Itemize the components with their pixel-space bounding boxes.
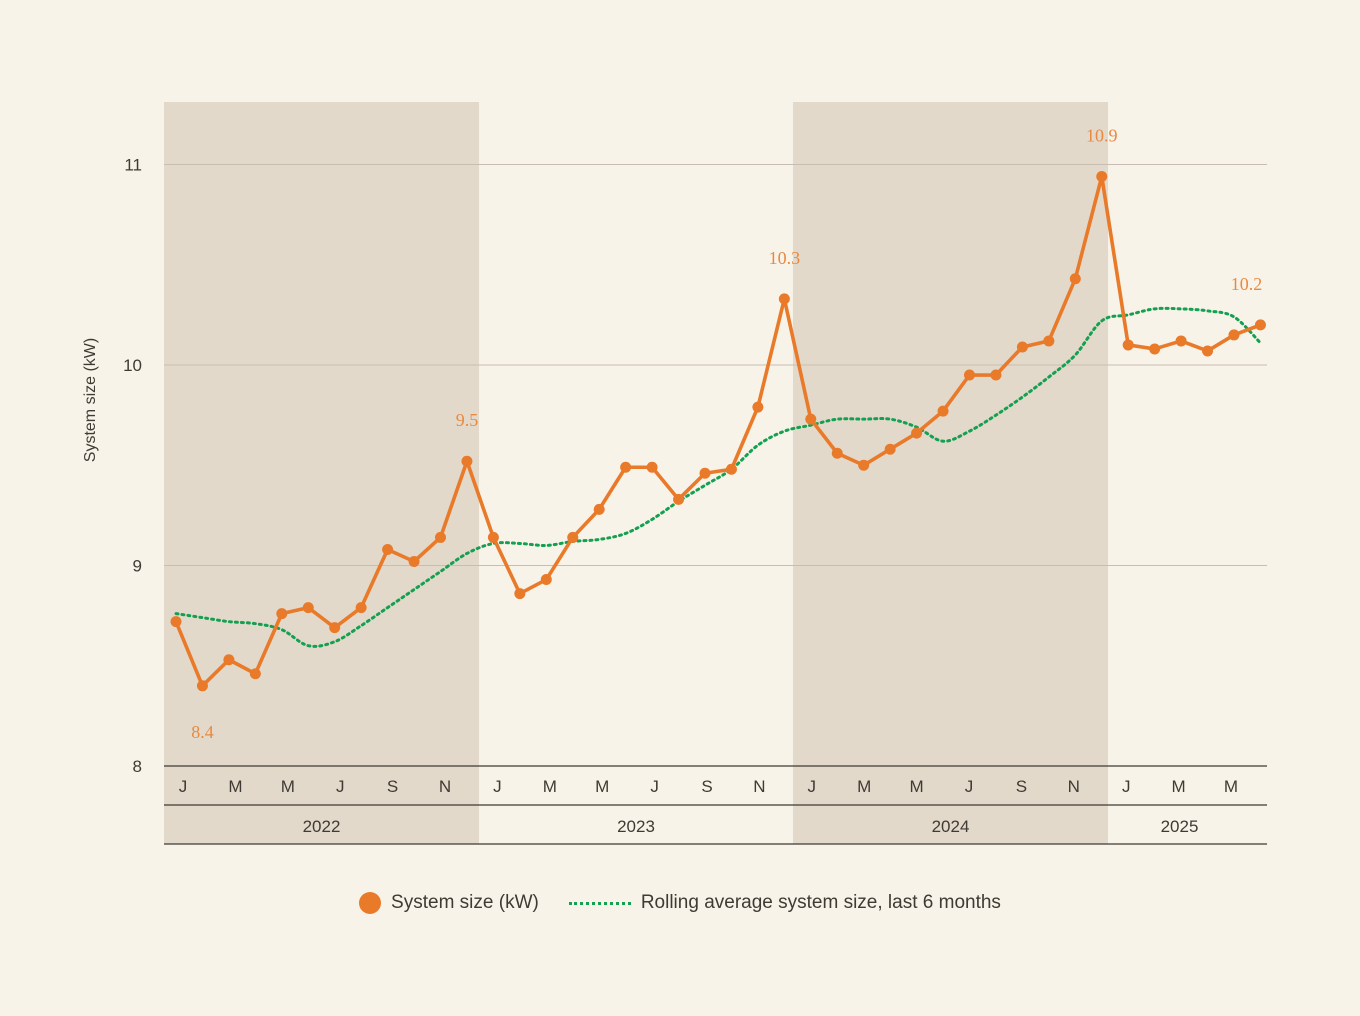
x-tick-label: S <box>387 777 398 796</box>
system-size-point <box>831 447 843 459</box>
system-size-point <box>620 461 632 473</box>
legend-marker-dotted-line <box>568 901 631 905</box>
data-label: 10.9 <box>1086 126 1118 146</box>
system-size-point <box>937 405 949 417</box>
system-size-point <box>990 369 1002 381</box>
data-label: 10.2 <box>1231 274 1263 294</box>
x-tick-label: M <box>1172 777 1186 796</box>
system-size-point <box>1043 335 1055 347</box>
x-tick-label: M <box>857 777 871 796</box>
x-tick-label: M <box>543 777 557 796</box>
system-size-point <box>329 622 341 634</box>
y-tick-label: 9 <box>133 557 142 576</box>
x-tick-label: M <box>1224 777 1238 796</box>
system-size-point <box>1016 341 1028 353</box>
data-label: 10.3 <box>769 248 801 268</box>
system-size-point <box>1122 339 1134 351</box>
system-size-point <box>646 461 658 473</box>
system-size-point <box>805 413 817 425</box>
year-label-2025: 2025 <box>1161 817 1199 836</box>
y-tick-label: 10 <box>123 356 142 375</box>
system-size-point <box>752 401 764 413</box>
x-tick-label: J <box>650 777 659 796</box>
legend-label-rolling-average: Rolling average system size, last 6 mont… <box>640 892 1001 913</box>
system-size-point <box>1228 329 1240 341</box>
data-label: 8.4 <box>191 722 214 742</box>
x-tick-label: J <box>336 777 345 796</box>
system-size-point <box>196 680 208 692</box>
year-band-2024 <box>793 102 1108 844</box>
legend: System size (kW) Rolling average system … <box>0 892 1360 914</box>
system-size-point <box>778 293 790 305</box>
system-size-point <box>276 608 288 620</box>
system-size-series <box>170 171 1266 692</box>
legend-marker-circle <box>359 892 382 914</box>
system-size-point <box>593 503 605 515</box>
system-size-point <box>964 369 975 381</box>
y-tick-label: 11 <box>124 156 142 175</box>
year-label-2024: 2024 <box>932 817 970 836</box>
system-size-point <box>1096 171 1108 183</box>
year-band-2022 <box>164 102 479 844</box>
x-tick-label: N <box>1068 777 1080 796</box>
system-size-point <box>858 459 870 471</box>
x-tick-label: M <box>595 777 609 796</box>
legend-item-rolling-average: Rolling average system size, last 6 mont… <box>568 892 1001 914</box>
rolling-average-line <box>174 306 1262 648</box>
x-tick-label: M <box>910 777 924 796</box>
gridlines <box>164 164 1267 566</box>
year-bands <box>164 102 1108 844</box>
x-tick-label: J <box>179 777 188 796</box>
year-label-2023: 2023 <box>617 817 655 836</box>
system-size-point <box>514 588 526 600</box>
axes: 8 9 10 11 J M M J S N J M M J S N J M M J S N J M M 2022 2023 2024 2… <box>123 156 1267 845</box>
rolling-average-series <box>174 306 1262 648</box>
system-size-point <box>355 602 367 614</box>
x-tick-label: S <box>701 777 712 796</box>
x-tick-label: M <box>228 777 242 796</box>
system-size-point <box>673 493 685 505</box>
system-size-point <box>540 574 552 586</box>
year-label-2022: 2022 <box>303 817 341 836</box>
system-size-point <box>223 654 235 666</box>
x-tick-label: J <box>808 777 817 796</box>
y-axis-title: System size (kW) <box>82 338 99 462</box>
data-label: 9.5 <box>456 410 479 430</box>
system-size-point <box>911 427 923 439</box>
annotations: 8.4 9.5 10.3 10.9 10.2 <box>191 126 1262 742</box>
system-size-point <box>249 668 261 680</box>
x-tick-label: S <box>1016 777 1027 796</box>
system-size-point <box>170 616 182 628</box>
y-tick-label: 8 <box>133 757 142 776</box>
system-size-point <box>487 531 499 543</box>
x-tick-label: J <box>493 777 502 796</box>
x-tick-label: J <box>1122 777 1131 796</box>
system-size-point <box>1202 345 1214 357</box>
x-tick-label: J <box>965 777 974 796</box>
system-size-point <box>382 543 394 555</box>
legend-item-system-size: System size (kW) <box>359 892 539 914</box>
system-size-point <box>567 531 579 543</box>
system-size-point <box>884 443 896 455</box>
system-size-point <box>461 455 473 467</box>
system-size-point <box>699 467 711 479</box>
system-size-point <box>1175 335 1187 347</box>
system-size-point <box>302 602 314 614</box>
system-size-point <box>725 463 737 475</box>
system-size-point <box>1069 273 1081 285</box>
system-size-point <box>1149 343 1161 355</box>
system-size-line <box>174 174 1262 688</box>
x-tick-label: N <box>439 777 451 796</box>
system-size-point <box>1254 319 1266 331</box>
system-size-point <box>435 531 446 543</box>
x-tick-label: M <box>281 777 295 796</box>
system-size-point <box>408 555 420 567</box>
legend-label-system-size: System size (kW) <box>391 892 539 913</box>
x-tick-label: N <box>753 777 765 796</box>
